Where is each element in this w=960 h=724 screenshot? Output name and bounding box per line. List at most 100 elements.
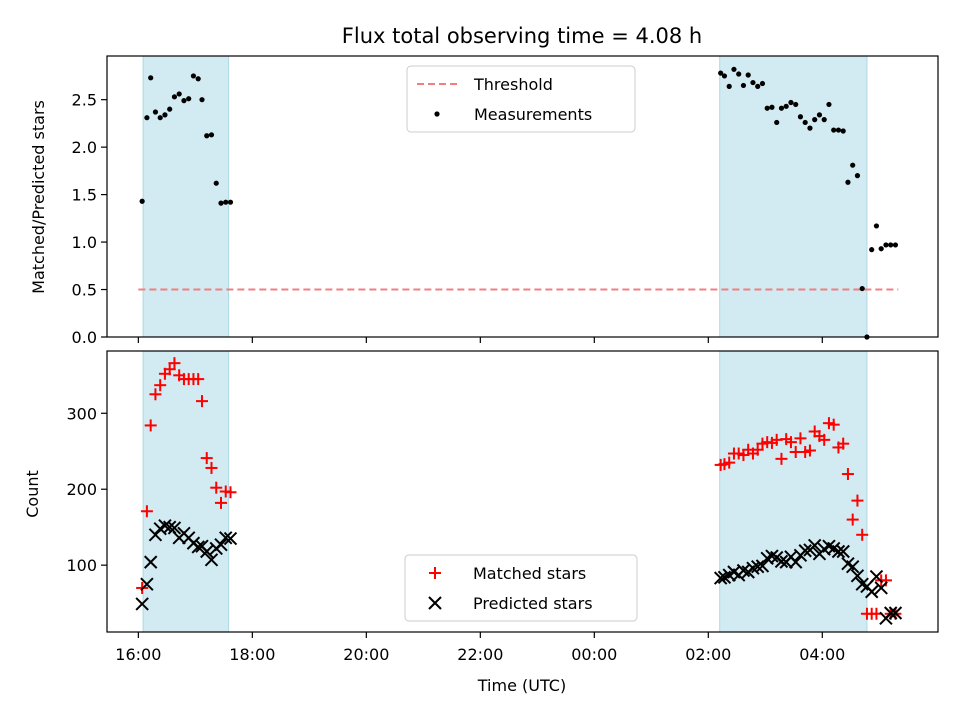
- matched-star-point: [154, 379, 167, 392]
- measurement-point: [845, 179, 851, 185]
- y-tick-label: 200: [66, 480, 97, 499]
- measurement-point: [139, 198, 145, 204]
- x-tick-label: 16:00: [115, 645, 161, 664]
- observing-span: [719, 350, 868, 633]
- matched-star-point: [163, 363, 176, 376]
- legend-threshold-label: Threshold: [473, 75, 553, 94]
- measurement-point: [793, 101, 799, 108]
- predicted-star-point: [864, 585, 879, 599]
- predicted-star-point: [888, 606, 903, 620]
- predicted-star-point: [214, 537, 228, 552]
- predicted-star-point: [162, 520, 177, 534]
- measurement-point: [167, 106, 173, 112]
- x-axis-label: Time (UTC): [477, 676, 566, 695]
- measurement-point: [186, 96, 192, 102]
- measurement-point: [850, 162, 856, 168]
- y-tick-label: 1.0: [72, 233, 97, 252]
- predicted-star-point: [200, 544, 214, 559]
- count-panel: 100 200 300 16:00 18:00 20:00 22:00 00:00 02:00…: [23, 350, 939, 695]
- legend-measurements-label: Measurements: [474, 105, 592, 124]
- predicted-star-point: [883, 606, 898, 620]
- ratio-panel: 0.0 0.5 1.0 1.5 2.0 2.5 Matched/Predicted sta…: [29, 55, 939, 347]
- measurement-point: [195, 76, 201, 82]
- matched-star-point: [846, 513, 859, 526]
- measurement-point: [764, 105, 770, 111]
- measurement-point: [769, 104, 775, 110]
- measurement-point: [223, 199, 229, 205]
- measurement-point: [740, 82, 747, 89]
- count-legend: Matched stars Predicted stars: [404, 554, 638, 622]
- matched-star-point: [851, 494, 864, 507]
- count-legend-box: [404, 554, 638, 622]
- matched-star-point: [775, 452, 788, 465]
- chart-title: Flux total observing time = 4.08 h: [342, 24, 702, 48]
- ratio-legend-box: [406, 65, 636, 133]
- predicted-star-point: [831, 544, 846, 559]
- measurement-point: [213, 180, 219, 186]
- measurement-point: [816, 112, 823, 118]
- legend-predicted-label: Predicted stars: [473, 594, 593, 613]
- measurement-point: [755, 83, 761, 89]
- matched-star-point: [214, 496, 227, 509]
- predicted-star-point: [167, 521, 182, 535]
- x-tick-label: 02:00: [685, 645, 731, 664]
- measurement-point: [181, 98, 187, 104]
- legend-measurements-swatch: [434, 111, 440, 117]
- x-tick-label: 18:00: [229, 645, 275, 664]
- predicted-star-point: [143, 555, 158, 569]
- y-tick-label: 2.5: [72, 91, 97, 110]
- measurement-point: [199, 97, 205, 103]
- matched-star-point: [841, 468, 854, 481]
- matched-star-point: [837, 437, 850, 450]
- measurement-point: [152, 109, 159, 115]
- measurement-point: [774, 119, 780, 126]
- predicted-star-point: [850, 569, 865, 583]
- x-tick-label: 20:00: [343, 645, 389, 664]
- measurement-point: [835, 127, 842, 133]
- ratio-panel-ylabel: Matched/Predicted stars: [29, 100, 48, 294]
- measurement-point: [892, 242, 899, 248]
- predicted-star-point: [836, 544, 850, 559]
- y-tick-label: 2.0: [72, 138, 97, 157]
- observing-span: [142, 55, 230, 338]
- ratio-legend: Threshold Measurements: [406, 65, 636, 133]
- measurement-point: [859, 285, 865, 292]
- predicted-star-point: [765, 549, 779, 563]
- measurement-point: [888, 242, 894, 248]
- measurement-point: [783, 103, 789, 109]
- y-tick-label: 100: [66, 556, 97, 575]
- predicted-star-point: [219, 531, 233, 545]
- measurement-point: [176, 91, 182, 97]
- measurement-point: [157, 115, 163, 121]
- count-panel-ylabel: Count: [23, 470, 42, 518]
- predicted-star-point: [140, 577, 154, 591]
- measurement-point: [821, 117, 827, 123]
- ratio-panel-frame: [106, 55, 939, 338]
- predicted-star-point: [788, 555, 803, 569]
- matched-star-point: [144, 419, 157, 432]
- matched-star-point: [205, 461, 218, 474]
- matched-star-point: [751, 443, 764, 456]
- predicted-star-point: [135, 597, 149, 611]
- measurement-point: [736, 71, 742, 77]
- measurement-point: [171, 94, 178, 100]
- measurement-point: [718, 70, 724, 76]
- x-tick-label: 04:00: [799, 645, 845, 664]
- matched-star-point: [794, 432, 807, 445]
- measurement-point: [869, 247, 875, 253]
- legend-predicted-swatch: [428, 596, 442, 610]
- measurement-point: [759, 80, 766, 87]
- measurement-point: [218, 200, 224, 206]
- y-tick-label: 300: [66, 404, 97, 423]
- matched-star-point: [803, 444, 816, 457]
- measurement-point: [807, 125, 813, 131]
- matched-star-point: [192, 373, 205, 386]
- measurement-point: [204, 133, 210, 139]
- measurement-point: [854, 173, 861, 179]
- x-tick-label: 00:00: [571, 645, 617, 664]
- predicted-star-point: [774, 554, 789, 569]
- measurement-point: [162, 112, 168, 118]
- legend-matched-swatch: [429, 567, 441, 579]
- measurement-point: [797, 114, 804, 120]
